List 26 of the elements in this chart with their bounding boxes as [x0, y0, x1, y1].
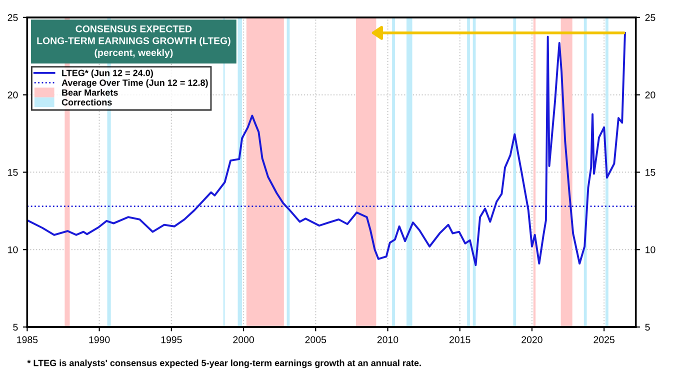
- y2-tick-label: 25: [645, 14, 656, 22]
- band-label: Bear Markets: [62, 89, 118, 96]
- y2-tick-label: 5: [645, 324, 650, 331]
- x-tick-label: 2020: [522, 336, 542, 344]
- text: * LTEG is analysts' consensus expected 5-year long-term earnings growth at an annual rate.: [27, 360, 421, 368]
- x-tick-label: 1985: [17, 336, 38, 344]
- y-tick-label: 5: [13, 324, 18, 331]
- y-tick-label: 15: [8, 169, 18, 176]
- x-tick-label: 2025: [594, 336, 614, 344]
- y2-tick-label: 15: [646, 169, 656, 176]
- y-tick-label: 25: [8, 14, 18, 22]
- text: (percent, weekly): [94, 48, 173, 58]
- legend-label: Average Over Time (Jun 12 = 12.8): [62, 79, 208, 88]
- legend-label: LTEG* (Jun 12 = 24.0): [62, 70, 153, 78]
- x-tick-label: 1990: [89, 336, 110, 344]
- text: CONSENSUS EXPECTED LONG-TERM EARNINGS GROWTH (LTEG): [37, 25, 230, 46]
- y-tick-label: 10: [8, 246, 18, 254]
- y2-tick-label: 20: [645, 92, 656, 98]
- x-tick-label: 1995: [161, 336, 182, 344]
- band-label: Corrections: [62, 98, 112, 106]
- y-tick-label: 20: [8, 92, 18, 98]
- x-tick-label: 2010: [377, 336, 398, 344]
- x-tick-label: 2015: [450, 336, 470, 344]
- y2-tick-label: 10: [646, 246, 656, 254]
- x-tick-label: 2005: [305, 336, 326, 344]
- x-tick-label: 2000: [233, 336, 254, 344]
